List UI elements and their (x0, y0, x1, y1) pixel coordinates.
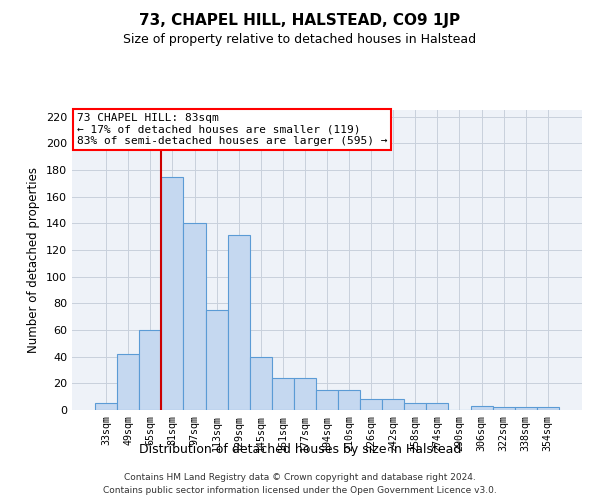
Bar (515, 408, 537, 410)
Text: Distribution of detached houses by size in Halstead: Distribution of detached houses by size … (139, 442, 461, 456)
Bar (294, 378, 316, 410)
Bar (338, 390, 360, 410)
Text: 73, CHAPEL HILL, HALSTEAD, CO9 1JP: 73, CHAPEL HILL, HALSTEAD, CO9 1JP (139, 12, 461, 28)
Bar (427, 404, 448, 410)
Bar (382, 400, 404, 410)
Bar (206, 310, 227, 410)
Bar (250, 356, 272, 410)
Bar (360, 400, 382, 410)
Bar (95, 404, 117, 410)
Bar (161, 176, 184, 410)
Text: Contains public sector information licensed under the Open Government Licence v3: Contains public sector information licen… (103, 486, 497, 495)
Y-axis label: Number of detached properties: Number of detached properties (28, 167, 40, 353)
Bar (537, 408, 559, 410)
Bar (316, 390, 338, 410)
Bar (139, 330, 161, 410)
Text: Contains HM Land Registry data © Crown copyright and database right 2024.: Contains HM Land Registry data © Crown c… (124, 472, 476, 482)
Bar (493, 408, 515, 410)
Text: 73 CHAPEL HILL: 83sqm
← 17% of detached houses are smaller (119)
83% of semi-det: 73 CHAPEL HILL: 83sqm ← 17% of detached … (77, 113, 388, 146)
Bar (227, 236, 250, 410)
Bar (184, 224, 206, 410)
Bar (272, 378, 294, 410)
Bar (117, 354, 139, 410)
Bar (404, 404, 427, 410)
Text: Size of property relative to detached houses in Halstead: Size of property relative to detached ho… (124, 32, 476, 46)
Bar (470, 406, 493, 410)
